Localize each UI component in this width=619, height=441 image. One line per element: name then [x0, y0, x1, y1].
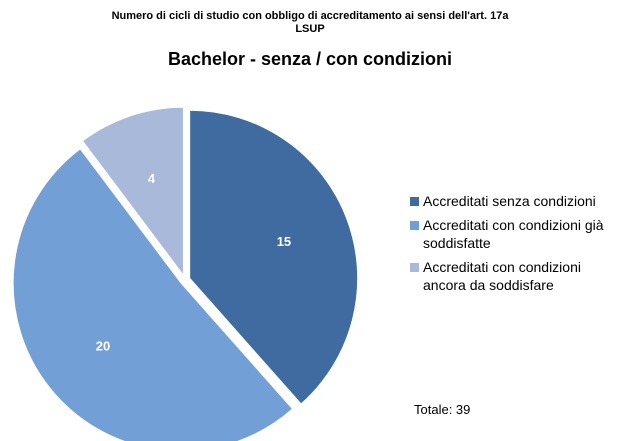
pie-slice: [12, 148, 294, 441]
legend-swatch: [410, 197, 419, 206]
legend-label: Accreditati con condizioni già soddisfat…: [423, 217, 604, 251]
legend-label: Accreditati senza condizioni: [423, 193, 596, 209]
legend-swatch: [410, 221, 419, 230]
chart-subtitle: Bachelor - senza / con condizioni: [167, 49, 453, 69]
data-label: 15: [277, 234, 291, 249]
legend-label: Accreditati con condizioni ancora da sod…: [423, 259, 581, 293]
data-label: 4: [148, 171, 156, 186]
pie-slice: [189, 109, 359, 405]
data-label: 20: [96, 338, 110, 353]
legend-item: Accreditati con condizioni già soddisfat…: [410, 216, 615, 252]
legend-swatch: [410, 263, 419, 272]
legend: Accreditati senza condizioni Accreditati …: [410, 192, 615, 300]
chart-title: Numero di cicli di studio con obbligo di…: [111, 10, 509, 35]
pie-slice: [81, 106, 184, 277]
legend-item: Accreditati senza condizioni: [410, 192, 615, 210]
annotation: Totale: 39: [414, 402, 471, 417]
legend-item: Accreditati con condizioni ancora da sod…: [410, 258, 615, 294]
